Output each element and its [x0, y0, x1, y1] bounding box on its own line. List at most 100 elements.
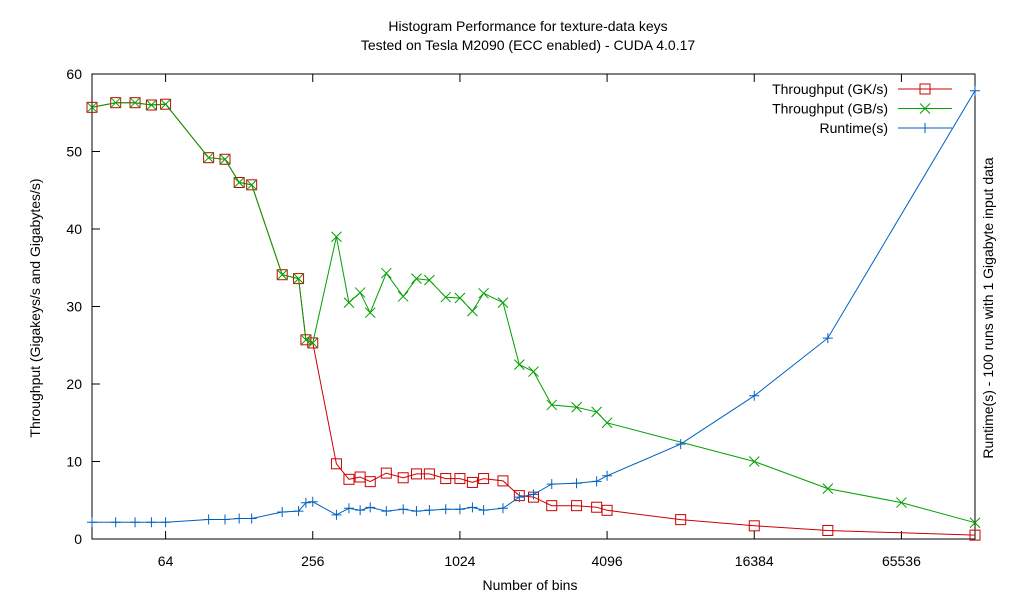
data-point	[219, 153, 231, 165]
plot-frame	[91, 73, 976, 540]
data-point	[86, 101, 98, 113]
data-point	[364, 476, 376, 488]
data-point	[749, 390, 760, 401]
x-axis-ticks: 64 256 1024 4096 16384 65536	[158, 74, 921, 569]
legend: Throughput (GK/s) Throughput (GB/s) Runtim…	[772, 81, 952, 136]
data-point	[380, 267, 392, 279]
data-point	[478, 505, 489, 516]
data-point	[675, 514, 687, 526]
data-point	[330, 458, 342, 470]
y-tick-label: 30	[66, 299, 82, 315]
legend-label: Runtime(s)	[820, 120, 888, 136]
data-point	[343, 297, 355, 308]
data-point	[398, 504, 409, 515]
data-point	[203, 152, 214, 164]
data-point	[571, 478, 582, 489]
data-point	[822, 524, 834, 536]
data-point	[423, 468, 435, 480]
data-point	[364, 307, 376, 319]
y-axis-ticks: 0 10 20 30 40 50 60	[66, 66, 100, 547]
data-point	[920, 123, 930, 133]
data-point	[86, 101, 98, 113]
data-point	[896, 497, 907, 508]
data-point	[110, 97, 122, 109]
data-point	[970, 85, 980, 96]
data-point	[233, 177, 245, 188]
data-point	[440, 504, 451, 515]
data-point	[307, 496, 318, 507]
data-point	[300, 334, 312, 346]
data-point	[514, 492, 525, 503]
data-point	[969, 517, 981, 529]
legend-label: Throughput (GB/s)	[772, 101, 888, 117]
data-point	[307, 337, 319, 349]
data-point	[246, 179, 258, 191]
data-point	[591, 406, 602, 418]
data-point	[411, 506, 422, 517]
chart-subtitle: Tested on Tesla M2090 (ECC enabled) - CU…	[361, 37, 696, 53]
data-point	[497, 297, 509, 308]
data-point	[87, 517, 97, 528]
data-point	[528, 366, 539, 377]
series-line	[92, 90, 976, 523]
x-tick-label: 65536	[882, 553, 921, 569]
y-tick-label: 50	[66, 144, 82, 160]
data-point	[331, 509, 342, 520]
data-point	[380, 467, 392, 479]
data-point	[233, 177, 245, 188]
data-point	[454, 504, 465, 515]
y2-axis-label: Runtime(s) - 100 runs with 1 Gigabyte in…	[980, 157, 996, 458]
data-point	[293, 506, 304, 517]
data-point	[397, 291, 409, 302]
data-point	[571, 500, 583, 512]
data-point	[822, 483, 834, 494]
y-tick-label: 60	[66, 66, 82, 82]
data-point	[277, 507, 288, 518]
data-point	[440, 473, 452, 485]
series-line	[91, 102, 976, 536]
data-point	[440, 291, 452, 303]
data-point	[411, 273, 422, 284]
data-point	[146, 99, 157, 111]
data-point	[276, 269, 288, 281]
data-point	[130, 517, 141, 528]
data-point	[234, 513, 245, 524]
data-point	[424, 505, 435, 516]
data-point	[160, 98, 171, 110]
y-tick-label: 20	[66, 376, 82, 392]
data-point	[675, 439, 686, 450]
data-point	[748, 456, 760, 467]
x-tick-label: 256	[301, 553, 325, 569]
series-square	[86, 97, 981, 541]
data-point	[478, 473, 490, 485]
data-point	[466, 476, 478, 488]
plot-border	[91, 73, 976, 540]
legend-label: Throughput (GK/s)	[772, 81, 888, 97]
data-point	[397, 472, 409, 484]
data-point	[478, 287, 489, 299]
data-point	[919, 83, 931, 95]
data-point	[601, 417, 613, 429]
data-point	[601, 504, 613, 516]
data-point	[129, 97, 141, 109]
x-axis-label: Number of bins	[483, 577, 578, 593]
data-point	[528, 489, 539, 500]
data-point	[591, 476, 602, 487]
data-point	[571, 401, 582, 413]
x-tick-label: 4096	[592, 553, 623, 569]
data-point	[293, 273, 304, 284]
data-point	[546, 500, 558, 512]
data-point	[160, 517, 171, 528]
data-point	[467, 502, 478, 513]
data-point	[381, 506, 392, 517]
data-point	[969, 529, 981, 541]
data-point	[454, 473, 466, 485]
data-point	[300, 334, 312, 346]
y-tick-label: 40	[66, 221, 82, 237]
data-point	[497, 503, 508, 514]
x-tick-label: 16384	[735, 553, 774, 569]
data-point	[365, 502, 376, 513]
data-point	[219, 514, 230, 525]
data-point	[424, 274, 435, 286]
